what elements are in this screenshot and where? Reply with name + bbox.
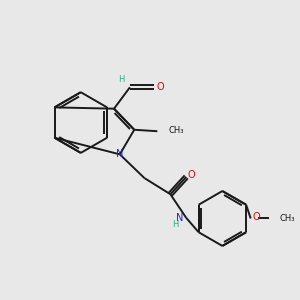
Text: CH₃: CH₃ (279, 214, 295, 223)
Text: N: N (176, 213, 183, 223)
Text: H: H (172, 220, 178, 229)
Text: O: O (252, 212, 260, 222)
Text: N: N (116, 149, 124, 159)
Text: H: H (118, 75, 124, 84)
Text: O: O (156, 82, 164, 92)
Text: CH₃: CH₃ (168, 126, 184, 135)
Text: O: O (188, 169, 195, 180)
